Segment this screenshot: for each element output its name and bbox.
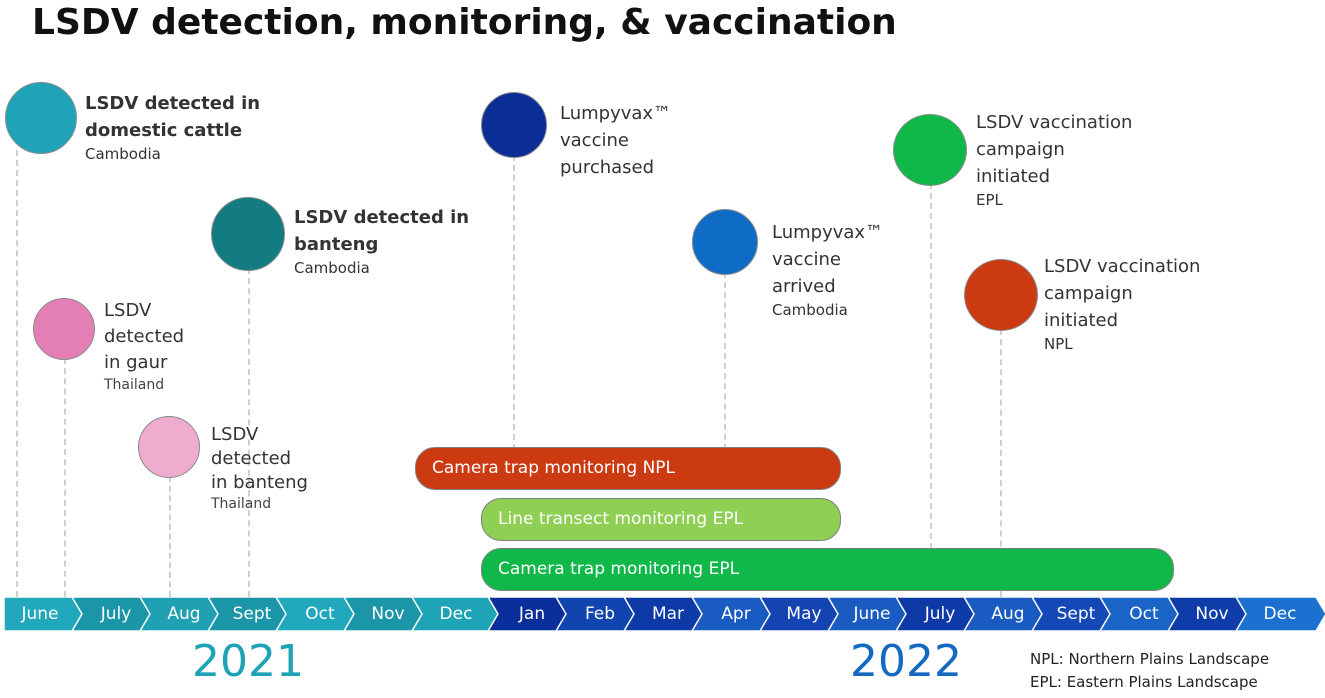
- month-apr-2022: Apr: [721, 604, 751, 624]
- month-may-2022: May: [786, 604, 822, 624]
- month-chevron: [411, 597, 503, 631]
- month-chevron: [691, 597, 783, 631]
- event-label-cattle-cambodia: LSDV detected in domestic cattle Cambodi…: [85, 93, 261, 163]
- month-chevron: [343, 597, 435, 631]
- connector-vaccination-epl: [930, 183, 932, 549]
- month-chevron: [1099, 597, 1191, 631]
- year-label-2022: 2022: [850, 636, 962, 687]
- legend-npl: NPL: Northern Plains Landscape: [1030, 650, 1270, 668]
- month-chevron: [555, 597, 647, 631]
- month-chevron: [1031, 597, 1123, 631]
- bar-camera-trap-npl: Camera trap monitoring NPL: [415, 447, 841, 490]
- month-june-2021: June: [21, 604, 59, 624]
- event-label-vaccination-npl: LSDV vaccination campaign initiated NPL: [1044, 256, 1201, 353]
- month-oct-2022: Oct: [1129, 604, 1159, 624]
- month-chevron: [1167, 597, 1259, 631]
- month-chevron: [207, 597, 299, 631]
- month-mar-2022: Mar: [651, 604, 685, 624]
- connector-cattle-cambodia: [16, 150, 18, 597]
- month-sept-2021: Sept: [232, 604, 272, 624]
- month-timeline: June July Aug Sept Oct Nov Dec Jan Feb M…: [0, 597, 1325, 631]
- connector-gaur-thailand: [64, 358, 66, 597]
- event-marker-banteng-thailand: [138, 416, 200, 478]
- month-nov-2022: Nov: [1195, 604, 1229, 624]
- month-july-2021: July: [100, 604, 132, 624]
- month-chevron: [1235, 597, 1325, 631]
- month-chevron: [275, 597, 367, 631]
- event-label-gaur-thailand: LSDV detected in gaur Thailand: [104, 300, 185, 393]
- month-chevron: [895, 597, 987, 631]
- month-dec-2022: Dec: [1263, 604, 1297, 624]
- month-aug-2022: Aug: [991, 604, 1025, 624]
- legend-epl: EPL: Eastern Plains Landscape: [1030, 673, 1258, 691]
- connector-vaccine-purchased: [513, 155, 515, 450]
- month-chevron: [759, 597, 851, 631]
- connector-banteng-cambodia: [248, 268, 250, 597]
- event-label-vaccine-purchased: Lumpyvax™ vaccine purchased: [560, 103, 672, 178]
- year-label-2021: 2021: [192, 636, 304, 687]
- event-marker-banteng-cambodia: [211, 197, 285, 271]
- month-chevron: [827, 597, 919, 631]
- event-marker-vaccination-epl: [893, 114, 967, 186]
- connector-vaccine-arrived: [724, 272, 726, 450]
- month-nov-2021: Nov: [371, 604, 405, 624]
- month-feb-2022: Feb: [584, 604, 616, 624]
- connector-banteng-thailand: [169, 476, 171, 597]
- bar-camera-trap-epl: Camera trap monitoring EPL: [481, 548, 1174, 591]
- month-sept-2022: Sept: [1056, 604, 1096, 624]
- event-marker-vaccine-purchased: [481, 92, 547, 158]
- month-chevron: [963, 597, 1055, 631]
- bar-line-transect-epl: Line transect monitoring EPL: [481, 498, 841, 541]
- month-oct-2021: Oct: [305, 604, 335, 624]
- month-aug-2021: Aug: [167, 604, 201, 624]
- event-marker-cattle-cambodia: [5, 82, 77, 154]
- event-label-vaccination-epl: LSDV vaccination campaign initiated EPL: [976, 112, 1133, 209]
- month-chevron: [71, 597, 163, 631]
- month-june-2022: June: [853, 604, 891, 624]
- month-chevron: [139, 597, 231, 631]
- month-chevron: [487, 597, 579, 631]
- month-chevron: [623, 597, 715, 631]
- connector-vaccination-npl: [1000, 329, 1002, 597]
- event-label-banteng-thailand: LSDV detected in banteng Thailand: [211, 424, 308, 512]
- event-marker-gaur-thailand: [33, 298, 95, 360]
- timeline-arrows: [3, 597, 1325, 631]
- event-marker-vaccination-npl: [964, 259, 1038, 331]
- month-july-2022: July: [924, 604, 956, 624]
- event-marker-vaccine-arrived: [692, 209, 758, 275]
- month-jan-2022: Jan: [518, 604, 546, 624]
- event-label-vaccine-arrived: Lumpyvax™ vaccine arrived Cambodia: [772, 222, 884, 319]
- event-label-banteng-cambodia: LSDV detected in banteng Cambodia: [294, 207, 470, 277]
- page-title: LSDV detection, monitoring, & vaccinatio…: [32, 2, 897, 43]
- month-dec-2021: Dec: [439, 604, 473, 624]
